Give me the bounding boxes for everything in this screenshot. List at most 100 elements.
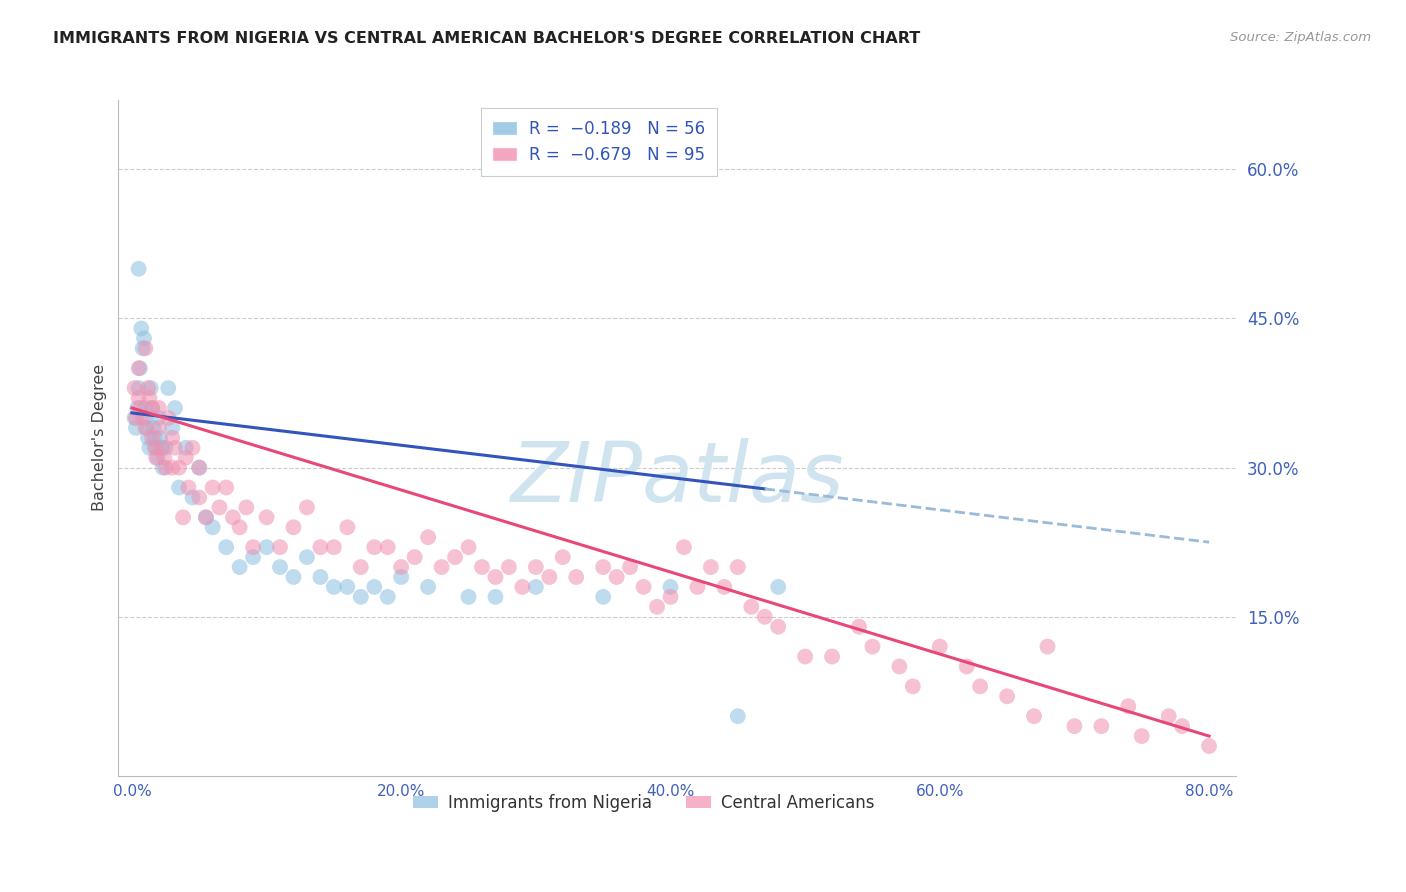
Point [138, 391, 160, 405]
Point [148, 401, 170, 415]
Point [713, 580, 735, 594]
Point [167, 460, 190, 475]
Point [619, 560, 641, 574]
Point [295, 500, 318, 515]
Point [1063, 719, 1085, 733]
Point [228, 520, 250, 534]
Point [148, 411, 170, 425]
Point [309, 540, 332, 554]
Point [256, 510, 278, 524]
Point [389, 570, 412, 584]
Point [740, 599, 762, 614]
Point [143, 441, 166, 455]
Point [821, 649, 844, 664]
Point [134, 411, 156, 425]
Point [174, 450, 197, 465]
Point [498, 560, 520, 574]
Point [129, 401, 152, 415]
Point [512, 580, 534, 594]
Legend: Immigrants from Nigeria, Central Americans: Immigrants from Nigeria, Central America… [406, 787, 880, 818]
Point [145, 450, 167, 465]
Point [269, 540, 291, 554]
Point [135, 421, 157, 435]
Point [131, 321, 153, 335]
Point [377, 590, 399, 604]
Point [766, 620, 789, 634]
Point [1090, 719, 1112, 733]
Point [538, 570, 561, 584]
Point [157, 411, 180, 425]
Point [928, 640, 950, 654]
Point [363, 540, 385, 554]
Point [153, 450, 176, 465]
Point [269, 560, 291, 574]
Point [235, 500, 257, 515]
Point [551, 550, 574, 565]
Point [215, 481, 238, 495]
Point [565, 570, 588, 584]
Point [162, 431, 184, 445]
Point [956, 659, 979, 673]
Point [141, 431, 163, 445]
Point [131, 341, 153, 355]
Point [1157, 709, 1180, 723]
Point [134, 421, 156, 435]
Point [163, 401, 186, 415]
Point [194, 510, 217, 524]
Point [322, 580, 344, 594]
Point [969, 679, 991, 693]
Point [1116, 699, 1139, 714]
Point [484, 590, 506, 604]
Point [283, 570, 305, 584]
Point [136, 431, 159, 445]
Point [174, 441, 197, 455]
Point [128, 261, 150, 276]
Point [181, 441, 204, 455]
Point [208, 500, 231, 515]
Point [416, 580, 439, 594]
Point [228, 560, 250, 574]
Point [457, 540, 479, 554]
Point [152, 460, 174, 475]
Point [124, 381, 146, 395]
Point [162, 460, 184, 475]
Point [150, 441, 173, 455]
Point [700, 560, 723, 574]
Point [444, 550, 467, 565]
Point [157, 381, 180, 395]
Point [363, 580, 385, 594]
Point [754, 609, 776, 624]
Point [1198, 739, 1220, 753]
Point [524, 580, 547, 594]
Point [143, 431, 166, 445]
Point [124, 411, 146, 425]
Point [766, 580, 789, 594]
Point [659, 590, 682, 604]
Point [127, 401, 149, 415]
Point [377, 540, 399, 554]
Point [309, 570, 332, 584]
Point [222, 510, 245, 524]
Point [188, 460, 211, 475]
Point [592, 560, 614, 574]
Point [336, 580, 359, 594]
Point [727, 560, 749, 574]
Point [148, 421, 170, 435]
Point [256, 540, 278, 554]
Point [794, 649, 817, 664]
Point [322, 540, 344, 554]
Point [633, 580, 655, 594]
Point [162, 421, 184, 435]
Point [350, 560, 373, 574]
Y-axis label: Bachelor's Degree: Bachelor's Degree [93, 364, 107, 511]
Point [901, 679, 924, 693]
Point [128, 381, 150, 395]
Point [592, 590, 614, 604]
Point [295, 550, 318, 565]
Point [188, 491, 211, 505]
Point [155, 441, 177, 455]
Point [848, 620, 870, 634]
Point [471, 560, 494, 574]
Point [336, 520, 359, 534]
Point [201, 520, 224, 534]
